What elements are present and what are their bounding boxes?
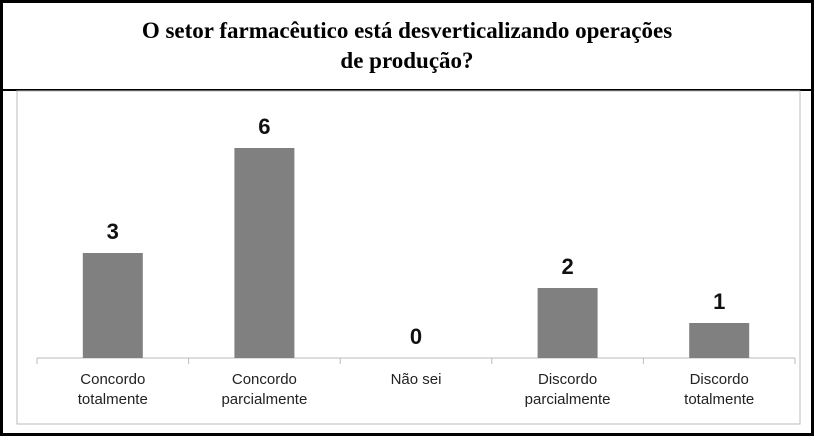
x-tick-label: Não sei — [390, 371, 442, 388]
bar — [537, 288, 598, 358]
data-label: 3 — [107, 219, 119, 244]
title-box: O setor farmacêutico está desverticaliza… — [3, 3, 811, 91]
bar — [689, 323, 750, 358]
data-label: 2 — [561, 254, 573, 279]
bar — [82, 253, 143, 358]
chart-title: O setor farmacêutico está desverticaliza… — [141, 18, 673, 73]
bar — [234, 148, 295, 358]
chart: 3 6 0 2 1 — [16, 90, 801, 425]
x-tick-label: Concordo totalmente — [77, 371, 148, 408]
plot-border — [16, 90, 801, 425]
x-tick-label: Discordo parcialmente — [524, 371, 611, 408]
data-label: 0 — [410, 324, 422, 349]
data-label: 1 — [713, 289, 725, 314]
x-tick-label: Discordo totalmente — [684, 371, 755, 408]
x-tick-label: Concordo parcialmente — [221, 371, 308, 408]
data-label: 6 — [258, 114, 270, 139]
